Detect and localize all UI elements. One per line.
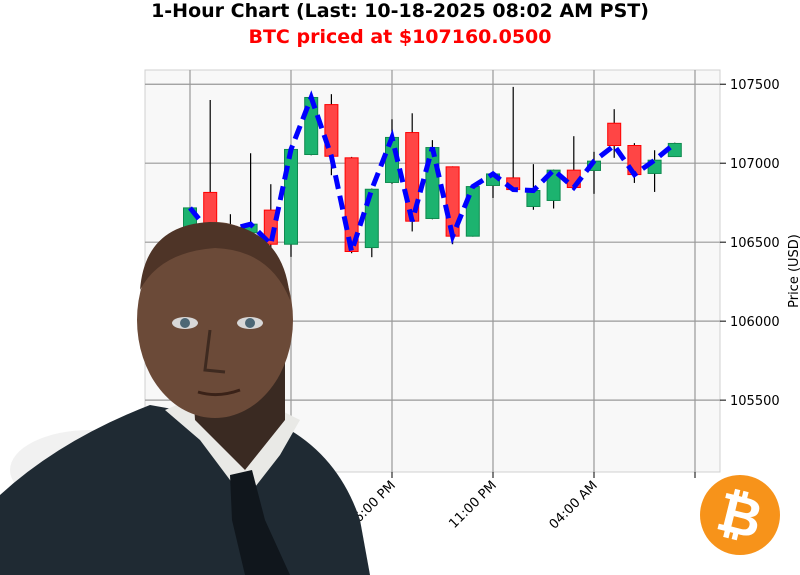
y-tick-label: 106500 xyxy=(730,236,780,251)
x-tick-label: 04:00 AM xyxy=(547,478,601,532)
candle xyxy=(465,185,480,237)
candle-body xyxy=(465,186,480,237)
bitcoin-logo-icon: ₿ xyxy=(700,475,780,555)
y-axis: 105500 106000 106500 107000 107500 xyxy=(720,78,780,409)
chart-title: 1-Hour Chart (Last: 10-18-2025 08:02 AM … xyxy=(151,0,649,22)
candle-body xyxy=(607,122,622,147)
candles xyxy=(183,86,682,258)
y-axis-label: Price (USD) xyxy=(787,234,800,308)
candle xyxy=(284,148,298,257)
close-price-line xyxy=(188,90,677,262)
candle-body xyxy=(284,148,298,245)
candle xyxy=(526,164,541,210)
candle-body xyxy=(546,169,561,201)
y-tick-label: 107000 xyxy=(730,157,780,172)
x-tick-label: 11:00 PM xyxy=(446,478,499,531)
candle xyxy=(546,169,561,209)
price-subtitle: BTC priced at $107160.0500 xyxy=(248,26,552,48)
businessman-avatar xyxy=(0,222,370,575)
y-tick-label: 106000 xyxy=(730,315,780,330)
y-tick-label: 107500 xyxy=(730,78,780,93)
y-tick-label: 105500 xyxy=(730,394,780,409)
